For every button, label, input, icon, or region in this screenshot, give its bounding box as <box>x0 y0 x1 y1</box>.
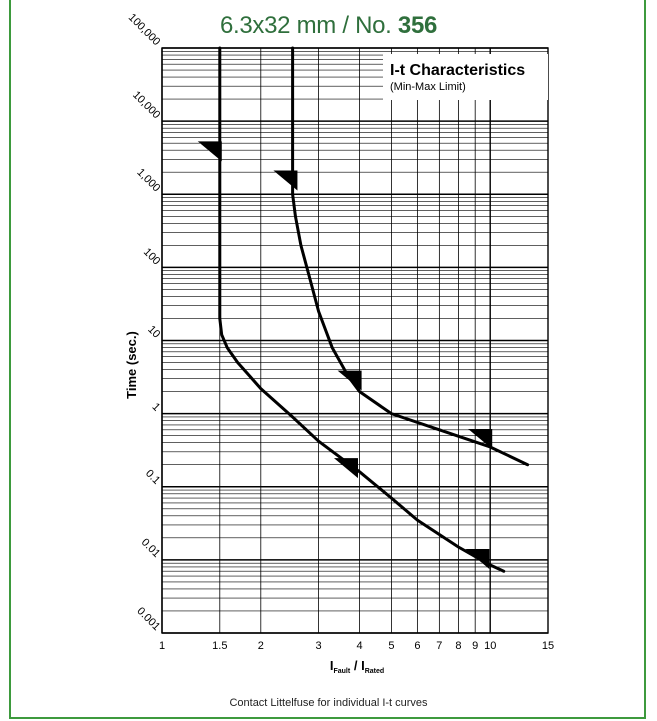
chart-legend-box: I-t Characteristics (Min-Max Limit) <box>383 54 548 100</box>
chart-grid <box>161 47 549 634</box>
curve-arrow-marker <box>465 548 490 569</box>
page-frame <box>9 0 646 719</box>
y-tick-label: 100 <box>141 246 162 267</box>
chart-subtitle: (Min-Max Limit) <box>390 81 466 93</box>
curve-arrow-marker <box>337 370 362 391</box>
x-axis-label: IFault / IRated <box>330 658 384 675</box>
x-tick-label: 6 <box>414 640 420 652</box>
x-tick-label: 8 <box>455 640 461 652</box>
x-tick-label: 1 <box>159 640 165 652</box>
x-axis-label-sep: / <box>350 658 361 673</box>
footer-note: Contact Littelfuse for individual I-t cu… <box>229 697 428 709</box>
x-axis-label-sub-fault: Fault <box>333 668 350 675</box>
legend-background <box>383 54 548 100</box>
page-title: 6.3x32 mm / No. 356 <box>0 12 657 40</box>
x-tick-label: 3 <box>316 640 322 652</box>
x-axis-label-i2: I <box>361 658 365 673</box>
x-tick-label: 10 <box>484 640 496 652</box>
y-tick-label: 0.001 <box>134 605 162 633</box>
curve-series-2 <box>291 46 530 467</box>
curve-arrow-marker <box>273 170 298 191</box>
y-tick-label: 10 <box>145 323 162 340</box>
y-tick-label: 100,000 <box>126 12 163 49</box>
x-tick-label: 9 <box>472 640 478 652</box>
x-tick-label: 7 <box>436 640 442 652</box>
plot-border <box>161 47 549 634</box>
x-tick-label: 4 <box>357 640 363 652</box>
chart-title: I-t Characteristics <box>390 62 525 79</box>
y-tick-label: 10,000 <box>130 89 162 121</box>
title-number: 356 <box>397 12 438 39</box>
curve-arrow-marker <box>468 428 493 449</box>
chart-curves <box>197 46 530 573</box>
y-tick-label: 1,000 <box>134 166 162 194</box>
y-tick-label: 0.01 <box>139 536 163 560</box>
y-tick-label: 1 <box>150 401 163 414</box>
x-axis-label-i1: I <box>330 658 334 673</box>
x-tick-label: 1.5 <box>212 640 227 652</box>
curve-arrow-marker <box>333 458 358 479</box>
title-prefix: 6.3x32 mm / No. <box>219 12 398 39</box>
x-tick-label: 2 <box>258 640 264 652</box>
y-tick-label: 0.1 <box>143 468 162 487</box>
y-axis-label: Time (sec.) <box>124 331 139 399</box>
x-tick-label: 15 <box>542 640 554 652</box>
curve-arrow-marker <box>197 141 222 162</box>
x-tick-label: 5 <box>388 640 394 652</box>
x-axis-label-sub-rated: Rated <box>365 668 384 675</box>
curve-series-1 <box>218 46 506 573</box>
